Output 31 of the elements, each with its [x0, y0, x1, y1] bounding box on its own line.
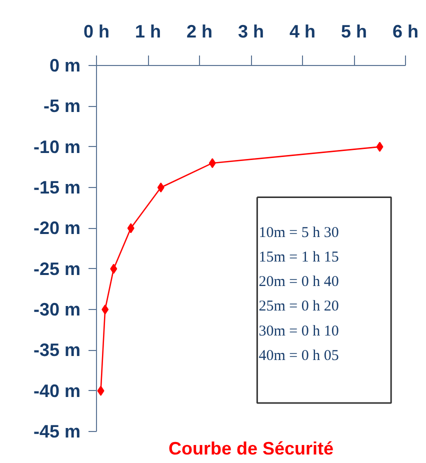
y-tick-label: -20 m: [33, 218, 81, 238]
y-tick-label: -40 m: [33, 380, 81, 401]
y-tick-label: 0 m: [49, 56, 81, 76]
x-tick-label: 2 h: [186, 22, 213, 42]
annotation: 15m = 1 h 15: [258, 250, 339, 266]
annotation: 40m = 0 h 05: [258, 348, 339, 364]
x-tick-label: 4 h: [289, 22, 316, 42]
y-tick-label: -45 m: [33, 422, 81, 442]
y-tick-label: -35 m: [33, 340, 81, 360]
annotation: 10m = 5 h 30: [258, 225, 339, 242]
y-tick-label: -5 m: [43, 96, 81, 116]
y-tick-label: -10 m: [33, 136, 81, 157]
annotation: 30m = 0 h 10: [258, 323, 339, 340]
point: [97, 386, 104, 396]
x-tick-label: 6 h: [392, 22, 419, 42]
x-tick-label: 5 h: [340, 22, 368, 42]
point: [157, 182, 164, 192]
y-tick-label: -30 m: [33, 300, 81, 320]
y-tick-label: -25 m: [33, 258, 81, 279]
point: [110, 264, 118, 274]
x-tick-label: 3 h: [238, 22, 264, 42]
annotation: 25m = 0 h 20: [258, 298, 339, 315]
point: [208, 158, 216, 168]
x-tick-label: 1 h: [134, 22, 162, 42]
point: [102, 304, 109, 314]
x-tick-label: 0 h: [83, 22, 110, 42]
text: Courbe de Sécurité: [168, 438, 334, 458]
point: [127, 223, 134, 234]
y-tick-label: -15 m: [33, 178, 81, 198]
point: [376, 142, 384, 152]
annotation: 20m = 0 h 40: [258, 274, 339, 290]
